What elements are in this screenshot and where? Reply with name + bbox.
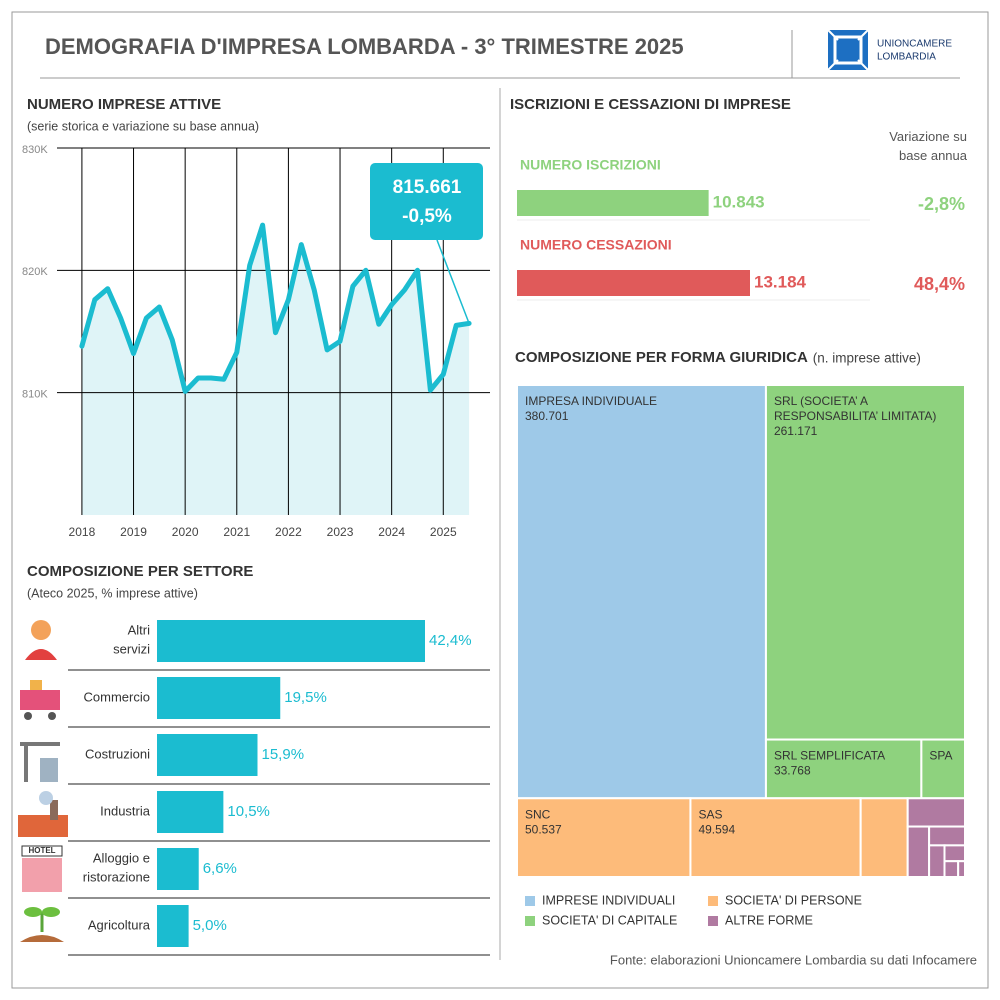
frame [11,11,989,989]
legend-swatch [525,896,535,906]
treemap-cell [943,860,960,879]
cell-value: 380.701 [525,409,569,423]
legend-label: SOCIETA' DI CAPITALE [542,913,677,927]
treemap-cell [943,844,967,863]
value-label: 6,6% [203,860,237,877]
bar-category: NUMERO ISCRIZIONI [520,157,661,173]
value-label: 19,5% [284,689,327,706]
annotation-connector [436,239,470,324]
sector-icons: HOTEL [18,620,68,942]
cell-value: 50.537 [525,822,562,836]
cell-label: SRL SEMPLIFICATA [774,749,885,763]
bar-category: Alloggio e ristorazione [83,851,150,885]
bar [157,677,281,719]
treemap-cell [906,797,967,828]
y-tick-label: 810K [22,389,48,401]
section-title: ISCRIZIONI E CESSAZIONI DI IMPRESE [510,96,791,113]
x-tick-label: 2024 [378,525,405,539]
cell-value: 261.171 [774,424,818,438]
bar-category: Agricoltura [88,917,151,932]
y-tick-label: 830K [22,144,48,156]
area [81,225,470,515]
svg-text:HOTEL: HOTEL [28,846,55,855]
legend-label: SOCIETA' DI PERSONE [725,893,862,907]
bar [157,791,224,833]
bar-category: Industria [100,803,151,818]
section-title: COMPOSIZIONE PER FORMA GIURIDICA [515,349,808,366]
bar [517,190,709,216]
legend-label: ALTRE FORME [725,913,813,927]
x-tick-label: 2023 [327,525,354,539]
cell-label: SPA [929,749,952,763]
legend-swatch [525,916,535,926]
cell-label: SAS [698,807,722,821]
treemap-cell [920,738,967,800]
value-label: 42,4% [429,632,472,649]
logo-icon [827,29,869,71]
cell-label: IMPRESA INDIVIDUALE [525,394,657,408]
page-title: DEMOGRAFIA D'IMPRESA LOMBARDA - 3° TRIME… [45,34,684,59]
treemap-cell [906,825,931,878]
y-tick-label: 820K [22,266,48,278]
change-header: Variazione su base annua [889,129,968,163]
legend-swatch [708,896,718,906]
cell-label: SNC [525,807,551,821]
x-tick-label: 2021 [223,525,250,539]
x-tick-label: 2019 [120,525,147,539]
annotation-box [370,163,483,240]
cell-value: 49.594 [698,822,735,836]
treemap-cell [928,825,966,847]
bar-category: NUMERO CESSAZIONI [520,237,672,253]
source-note: Fonte: elaborazioni Unioncamere Lombardi… [610,952,977,967]
bar-category: Costruzioni [85,746,150,761]
bar [517,270,750,296]
logo-text: UNIONCAMERE [877,39,952,50]
value-label: 15,9% [262,746,305,763]
treemap-cell [689,797,862,878]
x-tick-label: 2020 [172,525,199,539]
change-label: -2,8% [918,194,965,214]
treemap-cell [764,384,967,741]
value-label: 13.184 [754,272,807,291]
line [79,222,472,394]
x-tick-label: 2025 [430,525,457,539]
bar [157,905,189,947]
cell-label: SRL (SOCIETA’ A RESPONSABILITA’ LIMITATA) [774,394,936,423]
treemap-cell [957,860,966,879]
legend-swatch [708,916,718,926]
section-subtitle: (Ateco 2025, % imprese attive) [27,586,198,600]
value-label: 10,5% [227,803,270,820]
treemap-cell [516,384,767,800]
section-title: NUMERO IMPRESE ATTIVE [27,96,221,113]
x-tick-label: 2022 [275,525,302,539]
change-label: 48,4% [914,274,965,294]
bar [157,620,425,662]
bar-category: Commercio [84,689,150,704]
section-subtitle: (n. imprese attive) [813,351,921,366]
annotation-change: -0,5% [402,206,452,227]
legend-label: IMPRESE INDIVIDUALI [542,893,675,907]
treemap-cell [859,797,909,878]
cell-value: 33.768 [774,764,811,778]
bar [157,734,258,776]
section-subtitle: (serie storica e variazione su base annu… [27,119,259,133]
value-label: 5,0% [193,917,227,934]
section-title: COMPOSIZIONE PER SETTORE [27,563,253,580]
bar-category: Altri servizi [113,623,150,657]
annotation-value: 815.661 [393,177,462,198]
x-tick-label: 2018 [69,525,96,539]
treemap-cell [928,844,946,878]
bar [157,848,199,890]
logo-text: LOMBARDIA [877,52,936,63]
value-label: 10.843 [713,192,765,211]
